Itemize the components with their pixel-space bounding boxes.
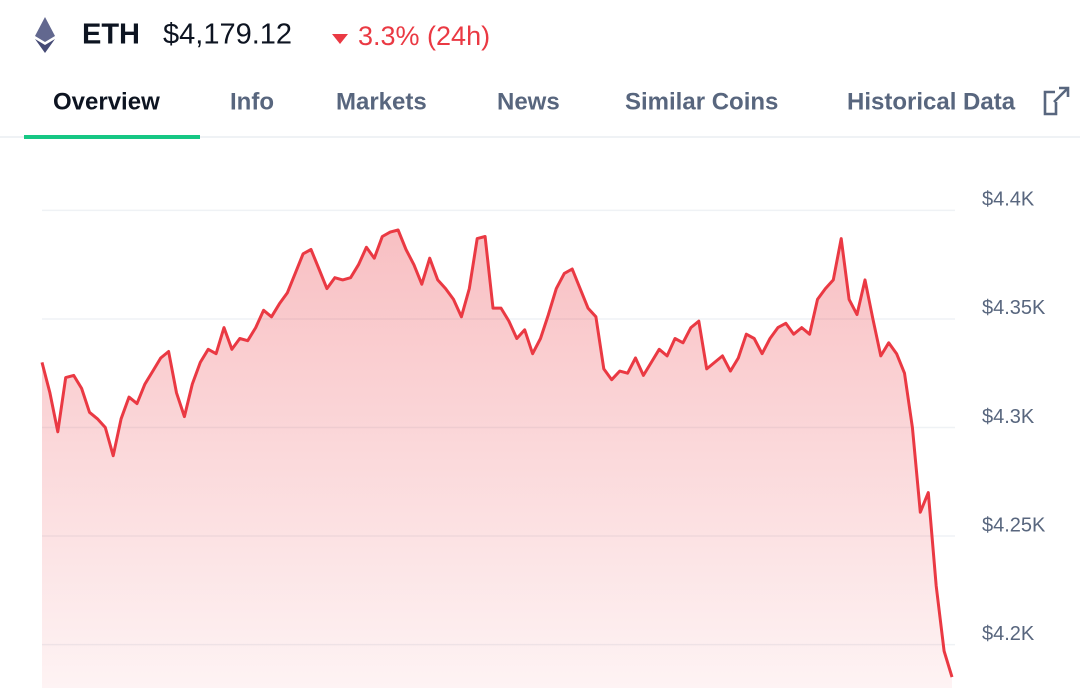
y-tick-label: $4.3K xyxy=(982,406,1035,428)
eth-icon xyxy=(35,17,55,53)
price-line xyxy=(40,228,954,678)
down-arrow xyxy=(332,34,348,44)
external-link-icon xyxy=(1043,86,1070,116)
tab[interactable]: Historical Data xyxy=(847,88,1016,115)
y-tick-label: $4.4K xyxy=(982,189,1035,211)
active-tab-underline xyxy=(24,135,200,139)
price: $4,179.12 xyxy=(163,19,292,51)
symbol: ETH xyxy=(82,19,140,51)
area xyxy=(42,230,952,688)
tab[interactable]: Overview xyxy=(53,88,160,115)
y-tick-label: $4.35K xyxy=(982,297,1046,319)
tab[interactable]: Markets xyxy=(336,88,427,115)
y-tick-label: $4.2K xyxy=(982,623,1035,645)
price-change: 3.3% (24h) xyxy=(358,21,490,51)
tab[interactable]: Info xyxy=(230,88,274,115)
chart: $4.2K $4.25K $4.3K $4.35K $4.4K xyxy=(40,189,1046,688)
tab[interactable]: Similar Coins xyxy=(625,88,778,115)
tab-separator xyxy=(0,136,1080,138)
y-tick-label: $4.25K xyxy=(982,514,1046,536)
tab[interactable]: News xyxy=(497,88,560,115)
